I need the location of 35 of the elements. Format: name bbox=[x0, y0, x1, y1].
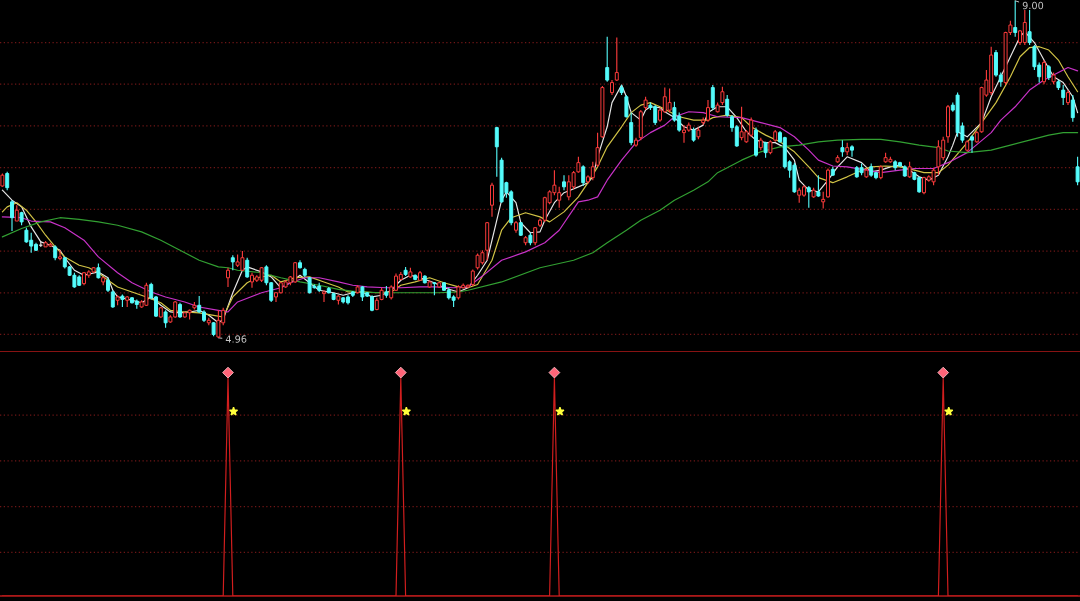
candlestick bbox=[667, 87, 672, 114]
candlestick bbox=[970, 134, 974, 154]
candlestick bbox=[1042, 59, 1046, 85]
candlestick bbox=[720, 86, 725, 106]
candlestick bbox=[1027, 9, 1032, 46]
candlestick bbox=[936, 139, 941, 176]
candlestick bbox=[216, 309, 221, 339]
candlestick bbox=[562, 174, 566, 191]
candlestick bbox=[245, 257, 250, 279]
candlestick bbox=[226, 267, 230, 288]
candlestick bbox=[490, 182, 494, 218]
candlestick bbox=[5, 171, 10, 191]
candlestick bbox=[1022, 9, 1027, 46]
candlestick bbox=[629, 112, 634, 146]
candlestick bbox=[1061, 84, 1066, 106]
candlestick bbox=[605, 36, 610, 83]
candlestick bbox=[614, 36, 619, 82]
candlestick bbox=[725, 94, 730, 118]
candlestick bbox=[595, 132, 600, 168]
candlestick bbox=[494, 126, 499, 178]
candlestick bbox=[816, 174, 821, 198]
annotation: 9.00 bbox=[1022, 1, 1044, 10]
candlestick bbox=[1070, 94, 1075, 123]
candlestick bbox=[581, 164, 586, 187]
candlestick bbox=[1075, 156, 1080, 186]
candlestick bbox=[806, 185, 811, 209]
candlestick bbox=[590, 161, 595, 181]
candlestick bbox=[322, 289, 326, 303]
annotation: 4.96 bbox=[225, 335, 247, 343]
candlestick bbox=[10, 199, 14, 232]
candlestick bbox=[1013, 0, 1018, 38]
candlestick bbox=[58, 249, 62, 261]
candlestick bbox=[850, 144, 854, 158]
candlestick bbox=[624, 94, 629, 119]
candlestick bbox=[710, 84, 715, 111]
